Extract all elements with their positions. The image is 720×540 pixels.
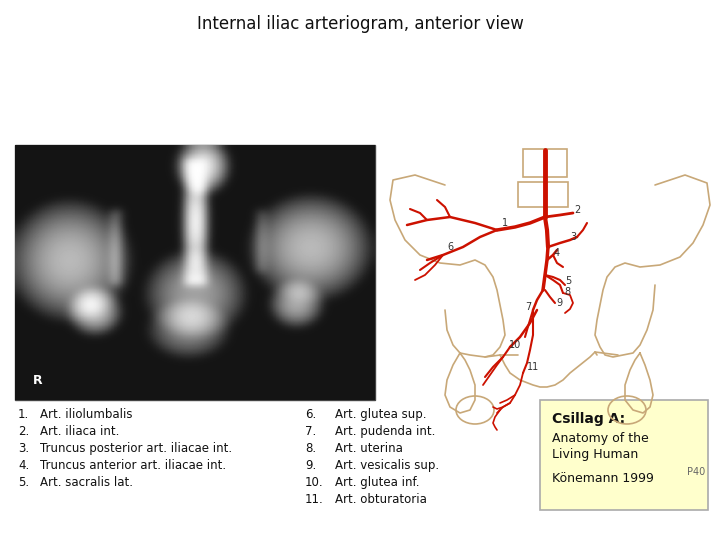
Text: Art. vesicalis sup.: Art. vesicalis sup. xyxy=(335,459,439,472)
Text: Anatomy of the: Anatomy of the xyxy=(552,432,649,445)
Text: 3: 3 xyxy=(570,232,576,242)
Text: Art. iliaca int.: Art. iliaca int. xyxy=(40,425,120,438)
Text: 8.: 8. xyxy=(305,442,316,455)
Text: Internal iliac arteriogram, anterior view: Internal iliac arteriogram, anterior vie… xyxy=(197,15,523,33)
Text: Art. uterina: Art. uterina xyxy=(335,442,403,455)
Text: 10: 10 xyxy=(509,340,521,350)
Text: Art. sacralis lat.: Art. sacralis lat. xyxy=(40,476,133,489)
Text: 5: 5 xyxy=(565,276,571,286)
Text: Art. iliolumbalis: Art. iliolumbalis xyxy=(40,408,132,421)
Text: 10.: 10. xyxy=(305,476,323,489)
Text: Art. pudenda int.: Art. pudenda int. xyxy=(335,425,436,438)
Text: P40: P40 xyxy=(687,467,705,477)
Text: 6: 6 xyxy=(447,242,453,252)
Text: 6.: 6. xyxy=(305,408,316,421)
Text: 11: 11 xyxy=(527,362,539,372)
Text: 9.: 9. xyxy=(305,459,316,472)
Text: Truncus anterior art. iliacae int.: Truncus anterior art. iliacae int. xyxy=(40,459,226,472)
Text: Könemann 1999: Könemann 1999 xyxy=(552,472,654,485)
Text: Art. obturatoria: Art. obturatoria xyxy=(335,493,427,506)
Text: 9: 9 xyxy=(556,298,562,308)
Bar xyxy=(15,145,375,400)
Text: 1: 1 xyxy=(502,218,508,228)
Text: Art. glutea sup.: Art. glutea sup. xyxy=(335,408,426,421)
Text: 4.: 4. xyxy=(18,459,30,472)
Text: 4: 4 xyxy=(554,248,560,258)
Text: Truncus posterior art. iliacae int.: Truncus posterior art. iliacae int. xyxy=(40,442,232,455)
Text: 3.: 3. xyxy=(18,442,29,455)
Text: Art. glutea inf.: Art. glutea inf. xyxy=(335,476,420,489)
Text: 2: 2 xyxy=(574,205,580,215)
Text: 5.: 5. xyxy=(18,476,29,489)
Text: Living Human: Living Human xyxy=(552,448,638,461)
Text: 7: 7 xyxy=(525,302,531,312)
Text: R: R xyxy=(33,374,42,387)
Text: 11.: 11. xyxy=(305,493,324,506)
FancyBboxPatch shape xyxy=(540,400,708,510)
Text: 2.: 2. xyxy=(18,425,30,438)
Text: 8: 8 xyxy=(564,287,570,297)
Text: Csillag A:: Csillag A: xyxy=(552,412,625,426)
Text: 1.: 1. xyxy=(18,408,30,421)
Text: 7.: 7. xyxy=(305,425,316,438)
